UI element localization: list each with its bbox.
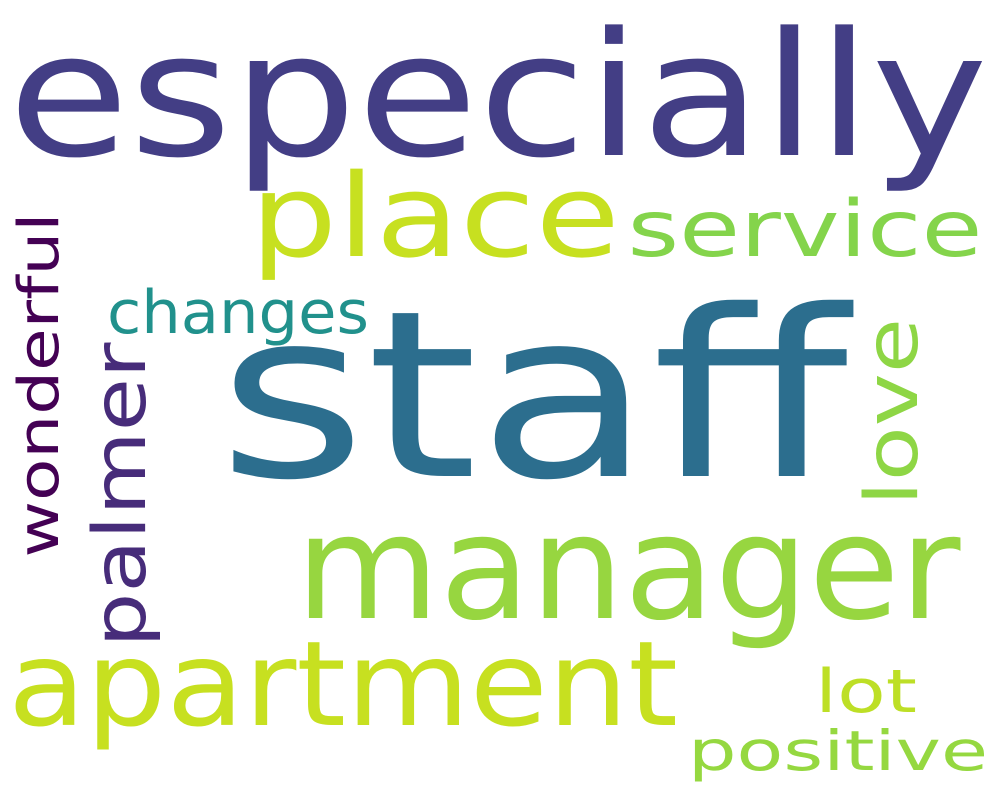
word-apartment: apartment [8,615,678,753]
word-wonderful: wonderful [7,213,72,558]
word-lot: lot [815,657,917,727]
word-palmer: palmer [78,341,163,647]
word-positive: positive [688,719,988,783]
word-love: love [850,318,935,506]
